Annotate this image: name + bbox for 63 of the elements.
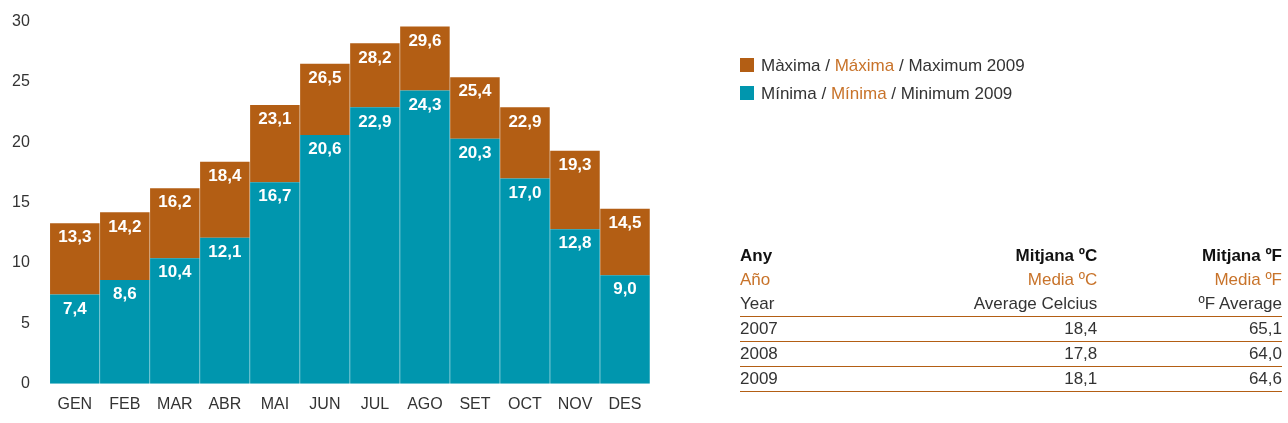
text: 17,8 <box>823 341 1098 367</box>
text: 64,0 <box>1097 341 1282 367</box>
text: Media ºF <box>1213 269 1282 291</box>
data-label: 8,6 <box>113 284 137 304</box>
data-label: 7,4 <box>62 298 88 318</box>
legend-label: Màxima / Máxima / Maximum 2009 <box>760 55 1025 77</box>
x-tick-label: OCT <box>508 394 543 412</box>
text: Media ºC <box>1026 269 1098 291</box>
x-tick-label: DES <box>608 394 642 412</box>
text: 65,1 <box>1097 316 1282 342</box>
x-tick-label: AGO <box>407 394 443 412</box>
y-tick-label: 10 <box>12 253 30 271</box>
total-label: 22,9 <box>508 111 542 131</box>
total-label: 23,1 <box>258 109 292 129</box>
y-tick-label: 30 <box>12 12 30 30</box>
data-label: 24,3 <box>408 94 442 114</box>
text: 64,6 <box>1097 366 1282 392</box>
text: Año <box>740 269 772 291</box>
x-tick-label: JUL <box>360 394 390 412</box>
text: 2007 <box>740 316 824 342</box>
data-label: 12,1 <box>208 241 242 261</box>
x-tick-label: MAI <box>260 394 290 412</box>
text: Any <box>740 245 774 267</box>
y-tick-label: 0 <box>20 374 30 392</box>
text: Mitjana ºF <box>1201 245 1282 267</box>
total-label: 29,6 <box>408 30 442 50</box>
x-tick-label: NOV <box>557 394 593 412</box>
data-label: 20,3 <box>458 142 492 162</box>
text: 2009 <box>740 366 824 392</box>
total-label: 18,4 <box>208 165 242 185</box>
y-tick-label: 15 <box>12 193 30 211</box>
total-label: 26,5 <box>308 68 342 88</box>
x-tick-label: FEB <box>109 394 141 412</box>
text: 18,1 <box>823 366 1098 392</box>
data-label: 20,6 <box>308 139 342 159</box>
total-label: 19,3 <box>558 154 592 174</box>
text: Year <box>740 292 824 317</box>
text: 2008 <box>740 341 824 367</box>
x-tick-label: JUN <box>309 394 341 412</box>
legend-label: Mínima / Mínima / Minimum 2009 <box>760 83 1014 105</box>
text: Mitjana ºC <box>1014 245 1098 267</box>
x-tick-label: MAR <box>157 394 193 412</box>
data-label: 9,0 <box>613 279 637 299</box>
total-label: 28,2 <box>358 47 392 67</box>
x-tick-label: ABR <box>208 394 242 412</box>
total-label: 16,2 <box>158 192 192 212</box>
data-label: 22,9 <box>358 111 392 131</box>
total-label: 14,2 <box>108 216 142 236</box>
y-tick-label: 20 <box>12 132 30 150</box>
data-label: 10,4 <box>158 262 192 282</box>
data-label: 17,0 <box>508 182 542 202</box>
y-tick-label: 5 <box>20 313 30 331</box>
total-label: 14,5 <box>608 212 642 232</box>
total-label: 25,4 <box>458 81 493 101</box>
data-label: 16,7 <box>258 186 292 206</box>
text: 18,4 <box>823 316 1098 342</box>
data-label: 12,8 <box>558 233 592 253</box>
x-tick-label: SET <box>459 394 491 412</box>
text: ºF Average <box>1097 292 1282 317</box>
text: Average Celcius <box>823 292 1098 317</box>
x-tick-label: GEN <box>57 394 93 412</box>
y-tick-label: 25 <box>12 72 30 90</box>
total-label: 13,3 <box>58 227 92 247</box>
